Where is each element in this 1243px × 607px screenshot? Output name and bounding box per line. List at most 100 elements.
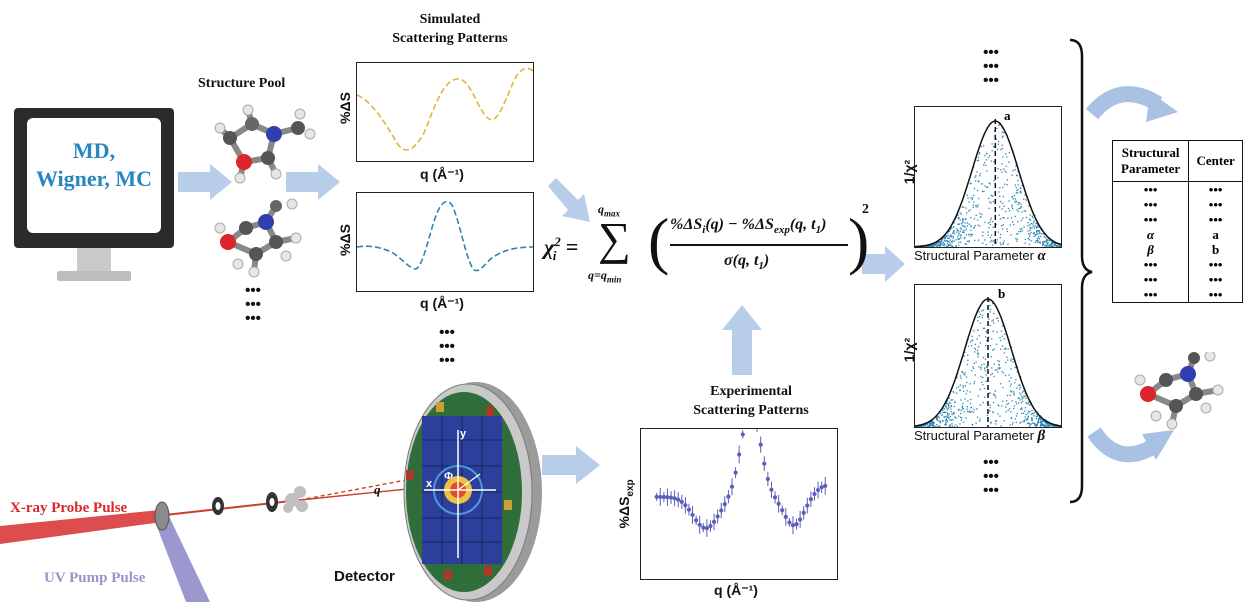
distribution-point	[942, 410, 943, 411]
distribution-point	[960, 231, 961, 232]
distribution-point	[1007, 395, 1008, 396]
data-point	[759, 443, 763, 447]
distribution-point	[964, 355, 965, 356]
distribution-point	[1022, 391, 1023, 392]
table-row: ••••••	[1113, 272, 1243, 287]
distribution-point	[975, 175, 976, 176]
distribution-point	[953, 237, 954, 238]
table-header-parameter: Structural Parameter	[1113, 141, 1189, 182]
distribution-point	[923, 425, 924, 426]
distribution-point	[1032, 223, 1033, 224]
distribution-point	[1029, 426, 1030, 427]
distribution-point	[1016, 175, 1017, 176]
distribution-point	[936, 424, 937, 425]
distribution-point	[1024, 243, 1025, 244]
detector-axis-x: x	[426, 478, 432, 490]
distribution-point	[998, 404, 999, 405]
distribution-point	[982, 232, 983, 233]
data-point	[791, 523, 795, 527]
data-point	[823, 484, 827, 488]
distribution-point	[1012, 221, 1013, 222]
distribution-point	[1012, 205, 1013, 206]
distribution-point	[988, 231, 989, 232]
distribution-point	[1008, 161, 1009, 162]
distribution-point	[948, 405, 949, 406]
distribution-point	[944, 240, 945, 241]
distribution-point	[992, 373, 993, 374]
distribution-point	[1020, 191, 1021, 192]
distribution-point	[1051, 243, 1052, 244]
distributions-top-ellipsis: ••• ••• •••	[976, 46, 1006, 88]
distribution-point	[984, 155, 985, 156]
distribution-point	[969, 201, 970, 202]
distribution-point	[1008, 403, 1009, 404]
distribution-point	[1002, 387, 1003, 388]
distribution-point	[1052, 426, 1053, 427]
distribution-point	[984, 397, 985, 398]
distribution-point	[973, 205, 974, 206]
distribution-point	[1032, 423, 1033, 424]
distribution-point	[1047, 244, 1048, 245]
distribution-point	[965, 398, 966, 399]
distribution-point	[1010, 385, 1011, 386]
distribution-point	[965, 393, 966, 394]
distribution-point	[965, 385, 966, 386]
distribution-point	[967, 360, 968, 361]
distribution-point	[1036, 227, 1037, 228]
distribution-point	[1020, 422, 1021, 423]
distribution-point	[945, 420, 946, 421]
distribution-point	[1039, 238, 1040, 239]
uv-label: UV Pump Pulse	[44, 570, 145, 587]
distribution-point	[1020, 231, 1021, 232]
distribution-point	[999, 364, 1000, 365]
distribution-point	[958, 244, 959, 245]
distribution-point	[978, 180, 979, 181]
distribution-point	[990, 392, 991, 393]
distribution-point	[1004, 338, 1005, 339]
distribution-point	[978, 240, 979, 241]
distribution-point	[1019, 384, 1020, 385]
distribution-point	[1002, 145, 1003, 146]
distribution-point	[1017, 221, 1018, 222]
distribution-point	[1024, 419, 1025, 420]
distribution-point	[963, 385, 964, 386]
distribution-point	[980, 376, 981, 377]
table-cell-parameter: α	[1113, 227, 1189, 242]
distribution-point	[1015, 418, 1016, 419]
distribution-point	[1002, 336, 1003, 337]
simulated-plot-1	[356, 62, 534, 162]
distribution-point	[1002, 371, 1003, 372]
distribution-point	[940, 422, 941, 423]
distribution-beta-ylabel: 1/χ²	[901, 325, 917, 375]
distribution-point	[1012, 424, 1013, 425]
distribution-point	[980, 389, 981, 390]
distribution-point	[1038, 231, 1039, 232]
distribution-point	[974, 240, 975, 241]
distribution-point	[1004, 170, 1005, 171]
simulated-curve-1	[357, 68, 533, 150]
distribution-point	[1019, 392, 1020, 393]
data-point	[777, 502, 781, 506]
distribution-point	[1012, 422, 1013, 423]
distribution-point	[1016, 403, 1017, 404]
distribution-point	[970, 217, 971, 218]
distribution-point	[978, 198, 979, 199]
distribution-point	[1000, 244, 1001, 245]
distribution-point	[1005, 172, 1006, 173]
distribution-point	[1002, 203, 1003, 204]
distribution-point	[997, 177, 998, 178]
distribution-point	[967, 364, 968, 365]
data-point	[805, 503, 809, 507]
distribution-point	[1007, 231, 1008, 232]
distribution-point	[1027, 222, 1028, 223]
table-cell-parameter: •••	[1113, 272, 1189, 287]
distribution-point	[1009, 380, 1010, 381]
distribution-point	[975, 344, 976, 345]
distribution-point	[1050, 244, 1051, 245]
distribution-point	[1013, 391, 1014, 392]
distribution-point	[962, 206, 963, 207]
fraction-numerator: %ΔSi(q) − %ΔSexp(q, t1)	[670, 216, 826, 236]
distribution-point	[1006, 411, 1007, 412]
distribution-point	[1047, 426, 1048, 427]
distribution-point	[950, 409, 951, 410]
